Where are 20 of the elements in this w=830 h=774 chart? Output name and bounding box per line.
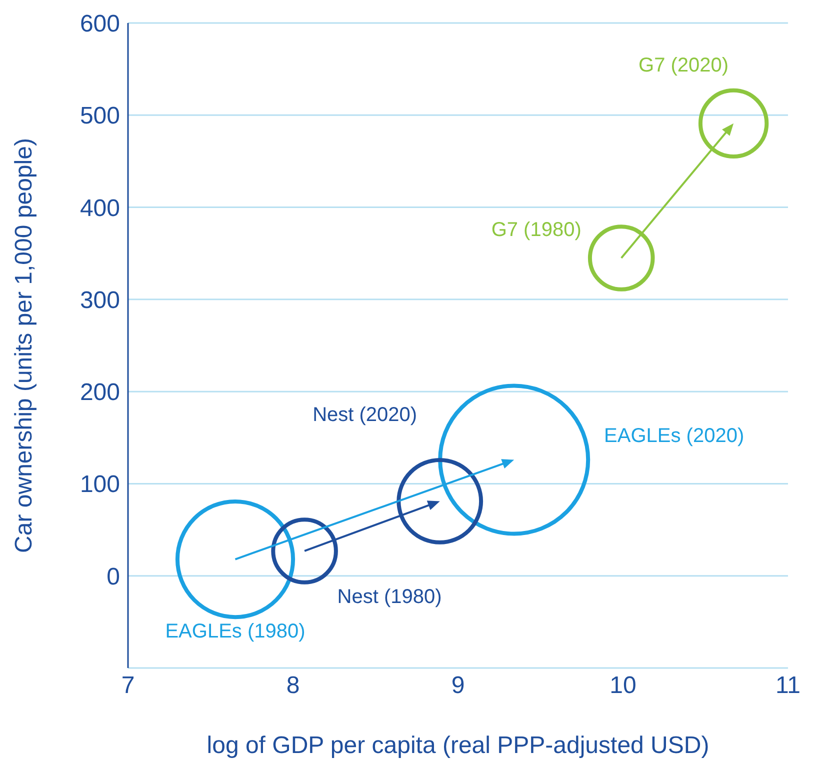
y-axis-title: Car ownership (units per 1,000 people) bbox=[10, 138, 38, 553]
y-tick-label: 300 bbox=[80, 286, 120, 314]
annotation: G7 (1980) bbox=[491, 218, 582, 241]
annotation: EAGLEs (1980) bbox=[165, 620, 306, 642]
annotation: Nest (2020) bbox=[312, 404, 418, 426]
annotation: Nest (1980) bbox=[337, 586, 442, 608]
x-axis-title: log of GDP per capita (real PPP-adjusted USD) bbox=[206, 732, 710, 759]
x-tick-label: 10 bbox=[610, 672, 636, 700]
y-tick-label: 200 bbox=[80, 379, 120, 406]
annotation: G7 (2020) bbox=[638, 54, 729, 76]
annotation: EAGLEs (2020) bbox=[604, 424, 744, 447]
y-tick-label: 0 bbox=[106, 563, 120, 590]
y-tick-label: 600 bbox=[80, 10, 120, 38]
x-tick-label: 8 bbox=[286, 672, 300, 700]
y-tick-label: 400 bbox=[80, 194, 120, 222]
x-tick-label: 7 bbox=[121, 672, 135, 700]
y-tick-label: 100 bbox=[80, 471, 120, 498]
x-tick-label: 11 bbox=[776, 672, 800, 700]
x-tick-label: 9 bbox=[451, 672, 465, 700]
y-tick-label: 500 bbox=[80, 102, 120, 130]
